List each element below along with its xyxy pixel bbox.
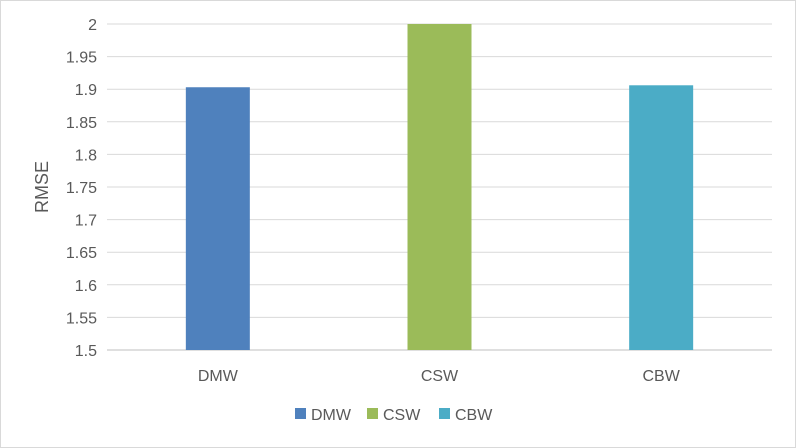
legend-label: DMW [311,407,352,424]
y-tick-label: 1.85 [66,115,97,132]
legend-label: CBW [455,407,493,424]
y-tick-label: 1.75 [66,180,97,197]
bar-dmw [185,87,250,350]
x-tick-label: DMW [198,368,239,385]
y-axis-ticks: 1.5 1.55 1.6 1.65 1.7 1.75 1.8 1.85 1.9 1.95 2 [66,17,97,360]
y-axis-title: RMSE [32,161,52,213]
legend-swatch-dmw [295,408,306,419]
bar-csw [407,24,472,350]
y-tick-label: 1.5 [75,343,97,360]
y-tick-label: 2 [88,17,97,34]
y-tick-label: 1.8 [75,147,97,164]
legend-swatch-cbw [439,408,450,419]
y-tick-label: 1.7 [75,213,97,230]
bars [185,24,694,351]
legend-swatch-csw [367,408,378,419]
y-tick-label: 1.9 [75,82,97,99]
bar-cbw [629,85,694,351]
y-tick-label: 1.95 [66,50,97,67]
y-tick-label: 1.65 [66,245,97,262]
y-tick-label: 1.55 [66,310,97,327]
x-axis-ticks: DMW CSW CBW [198,368,681,385]
legend-label: CSW [383,407,421,424]
y-tick-label: 1.6 [75,278,97,295]
x-tick-label: CSW [421,368,459,385]
legend: DMW CSW CBW [295,407,493,424]
x-tick-label: CBW [643,368,681,385]
